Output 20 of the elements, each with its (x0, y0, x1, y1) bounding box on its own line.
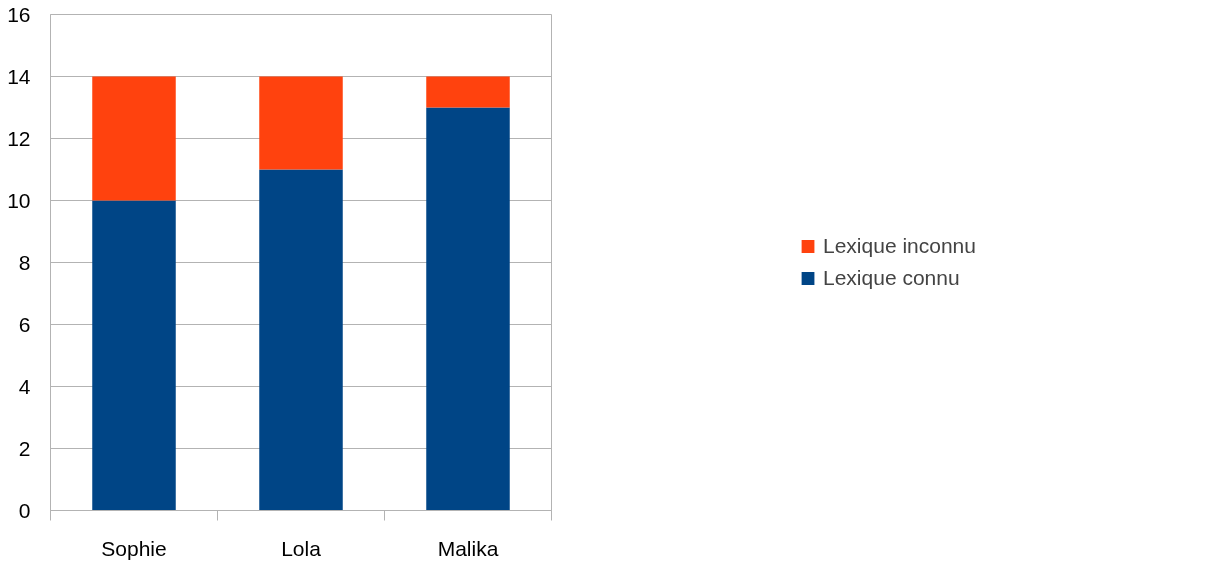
legend-label: Lexique connu (823, 266, 960, 290)
x-tick-label: Malika (437, 536, 499, 560)
x-tick-label: Sophie (101, 536, 167, 560)
y-tick-label: 4 (18, 374, 31, 398)
x-tick-label: Lola (281, 536, 322, 560)
y-tick-label: 12 (7, 126, 31, 150)
bar (426, 76, 510, 108)
legend-label: Lexique inconnu (823, 234, 976, 258)
y-tick-label: 8 (18, 250, 31, 274)
bar (92, 76, 176, 201)
y-tick-label: 16 (7, 2, 31, 26)
bar (92, 200, 176, 511)
y-tick-label: 6 (18, 312, 31, 336)
bar (259, 169, 343, 511)
bar (259, 76, 343, 170)
y-tick-label: 10 (7, 188, 31, 212)
y-tick-label: 2 (18, 436, 31, 460)
bar (426, 107, 510, 511)
y-tick-label: 0 (18, 498, 31, 522)
y-tick-label: 14 (7, 64, 31, 88)
